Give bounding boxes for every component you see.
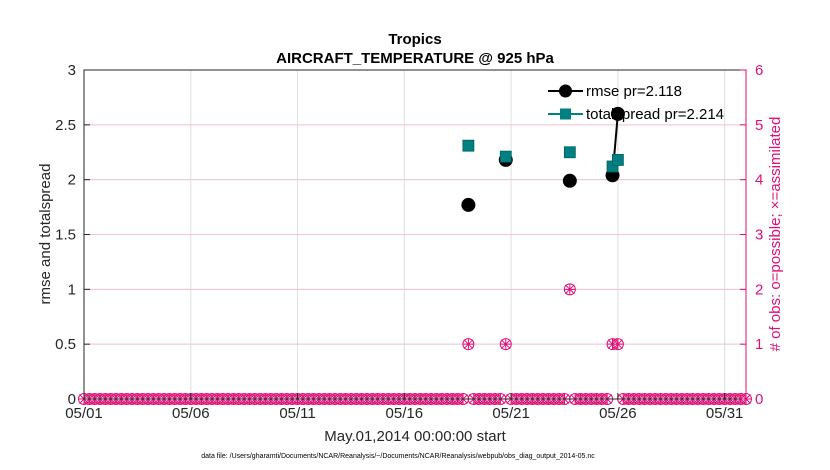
y2-axis: 0 1 2 3 4 5 6 [740,62,763,408]
rmse-point [461,197,476,212]
legend-totalspread-label: totalspread pr=2.214 [586,106,724,123]
series-layer [461,106,625,212]
chart-subtitle: AIRCRAFT_TEMPERATURE @ 925 hPa [276,50,554,67]
y-tick-label: 1 [68,281,76,298]
y2-axis-label: # of obs: o=possible; ×=assimilated [767,117,784,352]
y-tick-label: 0.5 [55,336,76,353]
x-tick-label: 05/06 [172,405,210,422]
totalspread-point [563,146,576,159]
y2-tick-label: 5 [755,117,763,134]
y-tick-label: 2 [68,172,76,189]
y-tick-label: 2.5 [55,117,76,134]
totalspread-point [462,139,475,152]
x-tick-label: 05/11 [279,405,315,422]
x-tick-label: 05/31 [706,405,744,422]
legend-rmse-label: rmse pr=2.118 [586,83,682,100]
legend: rmse pr=2.118 totalspread pr=2.214 [548,83,724,123]
y-tick-label: 0 [68,391,76,408]
y-tick-label: 1.5 [55,227,76,244]
x-tick-label: 05/21 [492,405,530,422]
x-tick-label: 05/01 [65,405,103,422]
y-axis-label: rmse and totalspread [37,164,54,305]
x-axis: 05/01 05/06 05/11 05/16 05/21 05/26 05/31 [65,393,743,422]
rmse-point [562,173,577,188]
totalspread-point [611,154,624,166]
y2-tick-label: 0 [755,391,763,408]
obs-assimilated-marker [500,338,512,350]
legend-totalspread-marker [560,108,571,120]
y-axis: 0 0.5 1 1.5 2 2.5 3 [55,62,90,408]
obs-assimilated-marker [564,283,576,295]
x-tick-label: 05/16 [386,405,424,422]
obs-assimilated-marker [612,338,624,350]
y-tick-label: 3 [68,62,76,79]
data-file-footnote: data file: /Users/gharamti/Documents/NCA… [201,453,595,460]
y2-tick-label: 3 [755,227,763,244]
x-axis-label: May.01,2014 00:00:00 start [324,428,506,445]
obs-assimilated-marker [462,338,474,350]
y2-tick-label: 2 [755,281,763,298]
y2-tick-label: 1 [755,336,763,353]
x-tick-label: 05/26 [599,405,637,422]
totalspread-point [499,150,512,163]
chart-title: Tropics [388,31,441,48]
legend-rmse-marker [559,84,572,98]
y2-tick-label: 4 [755,172,763,189]
y2-tick-label: 6 [755,62,763,79]
rmse-point [610,106,625,121]
